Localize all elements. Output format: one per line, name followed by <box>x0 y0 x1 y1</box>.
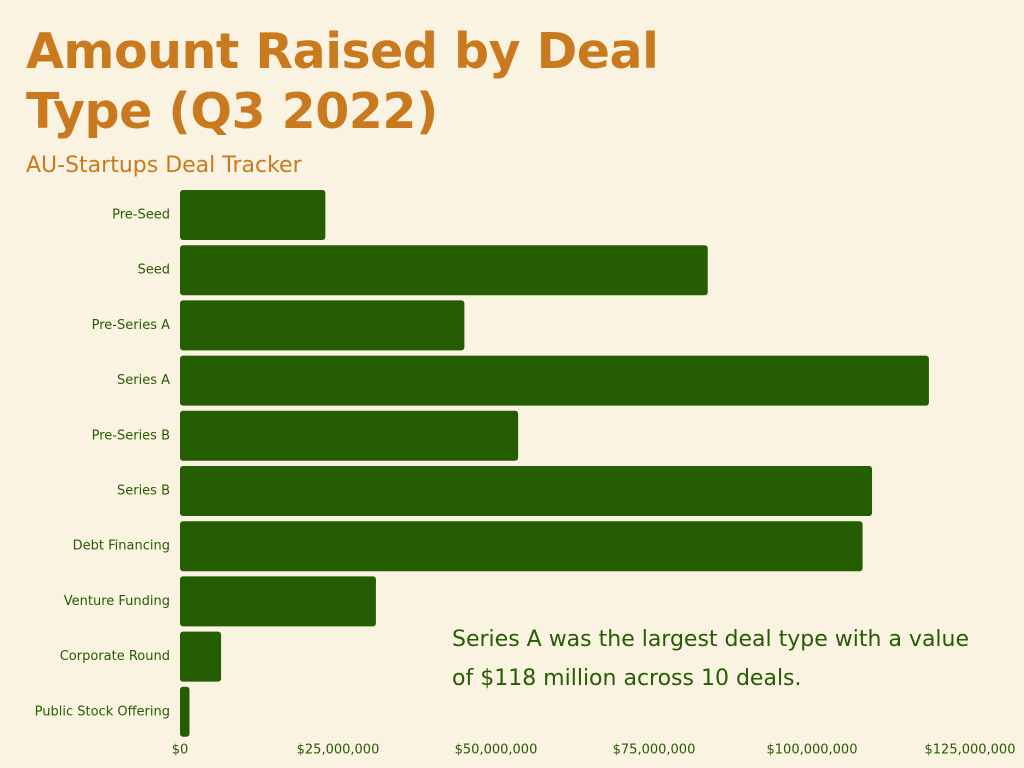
bar-seed <box>180 245 708 296</box>
category-label-series-a: Series A <box>117 373 170 388</box>
bar-public-stock-offering <box>180 686 190 737</box>
bar-pre-seed <box>180 190 326 240</box>
chart-annotation: Series A was the largest deal type with … <box>452 627 970 691</box>
category-label-pre-seed: Pre-Seed <box>112 208 170 223</box>
category-label-corporate-round: Corporate Round <box>60 649 170 664</box>
bar-series-a <box>180 355 929 406</box>
x-tick-label: $125,000,000 <box>925 743 1016 758</box>
category-label-public-stock-offering: Public Stock Offering <box>35 704 170 719</box>
bar-series-b <box>180 466 873 516</box>
bar-corporate-round <box>180 631 222 682</box>
bar-debt-financing <box>180 521 863 572</box>
category-label-pre-series-a: Pre-Series A <box>92 318 170 333</box>
category-label-debt-financing: Debt Financing <box>73 539 170 554</box>
x-tick-label: $50,000,000 <box>455 743 538 758</box>
bar-pre-series-a <box>180 300 465 351</box>
bar-venture-funding <box>180 576 376 627</box>
x-tick-label: $25,000,000 <box>297 743 380 758</box>
x-tick-label: $75,000,000 <box>613 743 696 758</box>
category-label-pre-series-b: Pre-Series B <box>92 428 170 443</box>
category-label-series-b: Series B <box>117 484 170 499</box>
category-label-venture-funding: Venture Funding <box>64 594 170 609</box>
bar-pre-series-b <box>180 410 519 461</box>
x-tick-label: $100,000,000 <box>767 743 858 758</box>
chart-title: Amount Raised by Deal Type (Q3 2022) <box>26 23 659 140</box>
chart-subtitle: AU-Startups Deal Tracker <box>26 153 302 178</box>
x-tick-label: $0 <box>172 743 189 758</box>
category-label-seed: Seed <box>138 263 171 278</box>
